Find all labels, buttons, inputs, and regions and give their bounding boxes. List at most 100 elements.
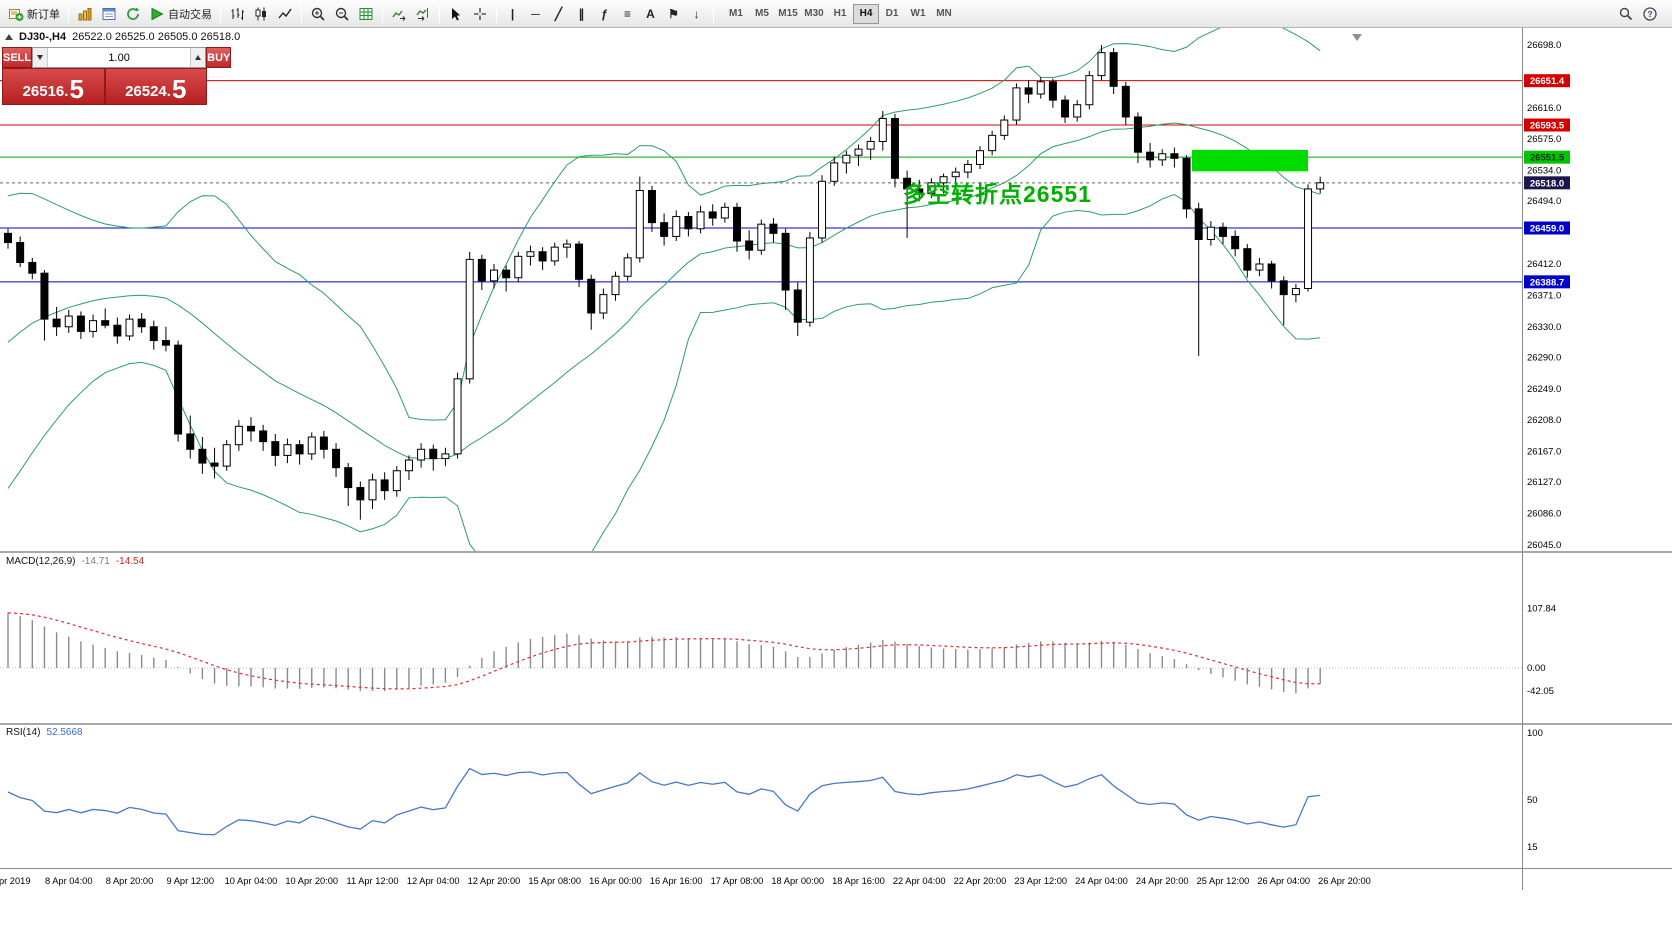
highlight-zone[interactable] <box>1192 149 1308 172</box>
timeframe-h4-button[interactable]: H4 <box>853 3 879 24</box>
rsi-pane: 100 50 15 <box>7 728 1543 853</box>
svg-text:22 Apr 20:00: 22 Apr 20:00 <box>954 876 1007 886</box>
svg-text:10 Apr 04:00: 10 Apr 04:00 <box>225 876 278 886</box>
svg-text:26593.5: 26593.5 <box>1530 121 1565 132</box>
buy-price-main: 26524. <box>125 82 171 100</box>
vertical-line-icon: | <box>510 6 515 21</box>
zoom-out-icon <box>334 6 350 22</box>
cursor-button[interactable] <box>444 3 468 25</box>
cursor-icon <box>448 6 464 22</box>
bar-chart-button[interactable] <box>225 3 249 25</box>
symbol-strip: DJ30-,H4 26522.0 26525.0 26505.0 26518.0 <box>5 31 240 43</box>
zoom-in-button[interactable] <box>306 3 330 25</box>
svg-text:18 Apr 00:00: 18 Apr 00:00 <box>771 876 824 886</box>
zoom-out-button[interactable] <box>330 3 354 25</box>
volume-dropdown-button[interactable] <box>33 48 49 67</box>
svg-text:16 Apr 16:00: 16 Apr 16:00 <box>650 876 703 886</box>
navigator-button[interactable] <box>121 3 145 25</box>
toolbar-separator <box>496 2 497 23</box>
arrows-button[interactable]: ↓ <box>685 3 708 25</box>
candlestick-chart-icon <box>253 6 269 22</box>
svg-text:26249.0: 26249.0 <box>1527 384 1561 395</box>
fibonacci-icon: ƒ <box>601 6 608 21</box>
svg-text:?: ? <box>1647 9 1652 19</box>
market-watch-icon <box>77 6 93 22</box>
crosshair-button[interactable] <box>468 3 492 25</box>
volume-input[interactable] <box>48 48 191 67</box>
timeframe-h1-button[interactable]: H1 <box>833 8 847 19</box>
sell-price-main: 26516. <box>22 82 69 100</box>
buy-button[interactable]: BUY <box>206 47 232 68</box>
svg-text:107.84: 107.84 <box>1527 604 1556 615</box>
price-badge <box>1524 275 1570 289</box>
auto-trading-button[interactable]: 自动交易 <box>145 3 216 25</box>
new-order-button[interactable]: 新订单 <box>4 3 64 25</box>
timeframe-mn-button[interactable]: MN <box>936 8 952 19</box>
volume-up-button[interactable] <box>190 48 206 67</box>
shapes-button[interactable]: ≡ <box>616 3 639 25</box>
svg-text:8 Apr 04:00: 8 Apr 04:00 <box>45 876 93 886</box>
sell-price[interactable]: 26516. 5 <box>2 68 105 105</box>
price-axis[interactable]: 26698.0 26616.0 26575.0 26534.0 26494.0 26412… <box>1524 40 1570 551</box>
timeframe-w1-button[interactable]: W1 <box>910 8 926 19</box>
auto-trading-icon <box>149 6 165 22</box>
svg-text:5 Apr 2019: 5 Apr 2019 <box>0 876 30 886</box>
svg-text:12 Apr 20:00: 12 Apr 20:00 <box>468 876 521 886</box>
svg-text:10 Apr 20:00: 10 Apr 20:00 <box>285 876 338 886</box>
macd-indicator-label: MACD(12,26,9) -14.71 -14.54 <box>6 556 144 567</box>
candlestick-chart-button[interactable] <box>249 3 273 25</box>
svg-text:100: 100 <box>1527 728 1543 739</box>
chart-annotation: 多空转折点26551 <box>903 181 1092 207</box>
timeframe-d1-button[interactable]: D1 <box>885 8 899 19</box>
sell-button[interactable]: SELL <box>2 47 33 68</box>
chart-shift-icon <box>415 6 431 22</box>
timeframe-m15-button[interactable]: M15 <box>778 8 798 19</box>
svg-text:26127.0: 26127.0 <box>1527 477 1561 488</box>
svg-text:15 Apr 08:00: 15 Apr 08:00 <box>528 876 581 886</box>
svg-text:26575.0: 26575.0 <box>1527 134 1561 145</box>
buy-price[interactable]: 26524. 5 <box>104 68 207 105</box>
chart-shift-button[interactable] <box>411 3 435 25</box>
price-badge <box>1524 176 1570 190</box>
rsi-name: RSI(14) <box>6 727 41 738</box>
toolbar-separator <box>439 2 440 23</box>
panel-splitter[interactable] <box>0 723 1672 725</box>
auto-scroll-button[interactable] <box>387 3 411 25</box>
sell-price-pip: 5 <box>69 74 84 105</box>
svg-text:26 Apr 20:00: 26 Apr 20:00 <box>1318 876 1371 886</box>
crosshair-icon <box>472 6 488 22</box>
horizontal-line-button[interactable]: ─ <box>524 3 547 25</box>
svg-text:26208.0: 26208.0 <box>1527 415 1561 426</box>
timeframe-bar: M1 M5 M15 M30 H1 H4 D1 W1 MN <box>723 3 957 24</box>
time-axis[interactable]: 5 Apr 2019 8 Apr 04:00 8 Apr 20:00 9 Apr 12… <box>0 876 1371 886</box>
market-watch-button[interactable] <box>73 3 97 25</box>
navigator-icon <box>125 6 141 22</box>
data-window-button[interactable] <box>97 3 121 25</box>
chart-canvas[interactable]: 26698.0 26616.0 26575.0 26534.0 26494.0 26412… <box>0 28 1672 949</box>
new-order-label: 新订单 <box>27 8 60 21</box>
vertical-line-button[interactable]: | <box>501 3 524 25</box>
trendline-button[interactable]: ╱ <box>547 3 570 25</box>
price-badge <box>1524 221 1570 235</box>
grid-icon <box>358 6 374 22</box>
fibonacci-button[interactable]: ƒ <box>593 3 616 25</box>
text-button[interactable]: A <box>639 3 662 25</box>
channel-button[interactable]: ∥ <box>570 3 593 25</box>
help-button[interactable]: ? <box>1638 3 1662 25</box>
chart-shift-marker[interactable] <box>1352 34 1362 41</box>
svg-text:23 Apr 12:00: 23 Apr 12:00 <box>1014 876 1067 886</box>
line-chart-button[interactable] <box>273 3 297 25</box>
svg-text:15: 15 <box>1527 842 1538 853</box>
panel-splitter[interactable] <box>0 551 1672 553</box>
grid-button[interactable] <box>354 3 378 25</box>
timeframe-m5-button[interactable]: M5 <box>755 8 769 19</box>
search-button[interactable] <box>1614 3 1638 25</box>
toolbar: 新订单 自动交易 | ─ ╱ ∥ ƒ ≡ A ⚑ ↓ M1 M5 M15 M30 H1 H4 D1 W1 MN ? <box>0 0 1672 28</box>
label-button[interactable]: ⚑ <box>662 3 685 25</box>
timeframe-m1-button[interactable]: M1 <box>729 8 743 19</box>
timeframe-m30-button[interactable]: M30 <box>804 8 824 19</box>
bar-chart-icon <box>229 6 245 22</box>
one-click-toggle-icon[interactable] <box>5 34 13 40</box>
svg-text:26045.0: 26045.0 <box>1527 540 1561 551</box>
macd-pane: 107.84 0.00 -42.05 <box>0 604 1556 697</box>
